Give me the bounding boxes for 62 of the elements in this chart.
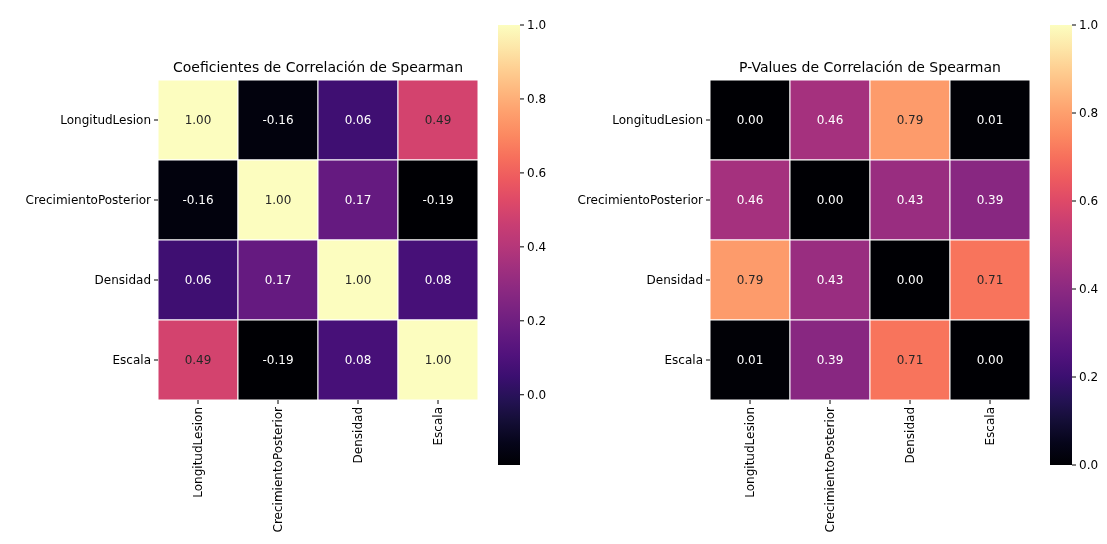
y-tick-label: LongitudLesion: [612, 113, 703, 128]
y-tick-label: Densidad: [94, 273, 151, 288]
data-label: 1.00: [424, 353, 452, 368]
data-label: 0.71: [976, 273, 1004, 288]
color-bar-label: 1.0: [1079, 18, 1099, 33]
data-label: -0.19: [262, 353, 294, 368]
data-label: 0.00: [736, 113, 764, 128]
data-label: 0.49: [424, 113, 452, 128]
color-bar-label: 0.4: [1079, 282, 1099, 297]
data-label: 0.39: [816, 353, 844, 368]
data-label: -0.19: [422, 193, 454, 208]
color-bar-label: 0.6: [1079, 194, 1099, 209]
color-bar-label: 0.2: [527, 314, 547, 328]
data-label: 0.43: [816, 273, 844, 288]
data-label: -0.16: [182, 193, 214, 208]
y-tick-label: CrecimientoPosterior: [577, 193, 704, 208]
data-label: 0.43: [896, 193, 924, 208]
x-tick-label: CrecimientoPosterior: [823, 406, 838, 533]
data-label: 1.00: [184, 113, 212, 128]
x-tick-label: Densidad: [903, 407, 918, 464]
y-tick-label: Escala: [112, 353, 151, 368]
data-label: 0.49: [184, 353, 212, 368]
x-tick-label: LongitudLesion: [743, 407, 758, 498]
data-label: 0.06: [184, 273, 212, 288]
data-label: -0.16: [262, 113, 294, 128]
data-label: 0.17: [264, 273, 292, 288]
data-label: 0.46: [816, 113, 844, 128]
data-label: 0.39: [976, 193, 1004, 208]
chart-title: P-Values de Correlación de Spearman: [739, 59, 1001, 75]
data-label: 0.01: [736, 353, 764, 368]
data-label: 0.17: [344, 193, 372, 208]
data-label: 0.06: [344, 113, 372, 128]
data-label: 0.08: [424, 273, 452, 288]
data-label: 0.79: [736, 273, 764, 288]
data-label: 0.79: [896, 113, 924, 128]
x-tick-label: Escala: [983, 407, 998, 446]
x-tick-label: CrecimientoPosterior: [271, 406, 286, 533]
data-label: 1.00: [344, 273, 372, 288]
color-bar-label: 1.0: [527, 18, 547, 33]
color-bar-label: 0.0: [527, 387, 547, 402]
color-bar-label: 0.8: [1079, 106, 1099, 121]
y-tick-label: LongitudLesion: [60, 113, 151, 128]
data-label: 0.00: [976, 353, 1004, 368]
y-tick-label: Escala: [664, 353, 703, 368]
y-tick-label: Densidad: [646, 273, 703, 288]
data-label: 1.00: [264, 193, 292, 208]
data-label: 0.71: [896, 353, 924, 368]
data-label: 0.01: [976, 113, 1004, 128]
color-bar-label: 0.0: [1079, 458, 1099, 473]
x-tick-label: Escala: [431, 407, 446, 446]
color-bar-label: 0.6: [527, 166, 547, 181]
color-bar-label: 0.4: [527, 240, 547, 255]
data-label: 0.46: [736, 193, 764, 208]
data-label: 0.00: [896, 273, 924, 288]
data-label: 0.00: [816, 193, 844, 208]
color-bar-label: 0.8: [527, 92, 547, 107]
color-bar-label: 0.2: [1079, 370, 1099, 385]
chart-title: Coeficientes de Correlación de Spearman: [172, 59, 464, 75]
x-tick-label: LongitudLesion: [191, 407, 206, 498]
y-tick-label: CrecimientoPosterior: [25, 193, 152, 208]
x-tick-label: Densidad: [351, 407, 366, 464]
data-label: 0.08: [344, 353, 372, 368]
